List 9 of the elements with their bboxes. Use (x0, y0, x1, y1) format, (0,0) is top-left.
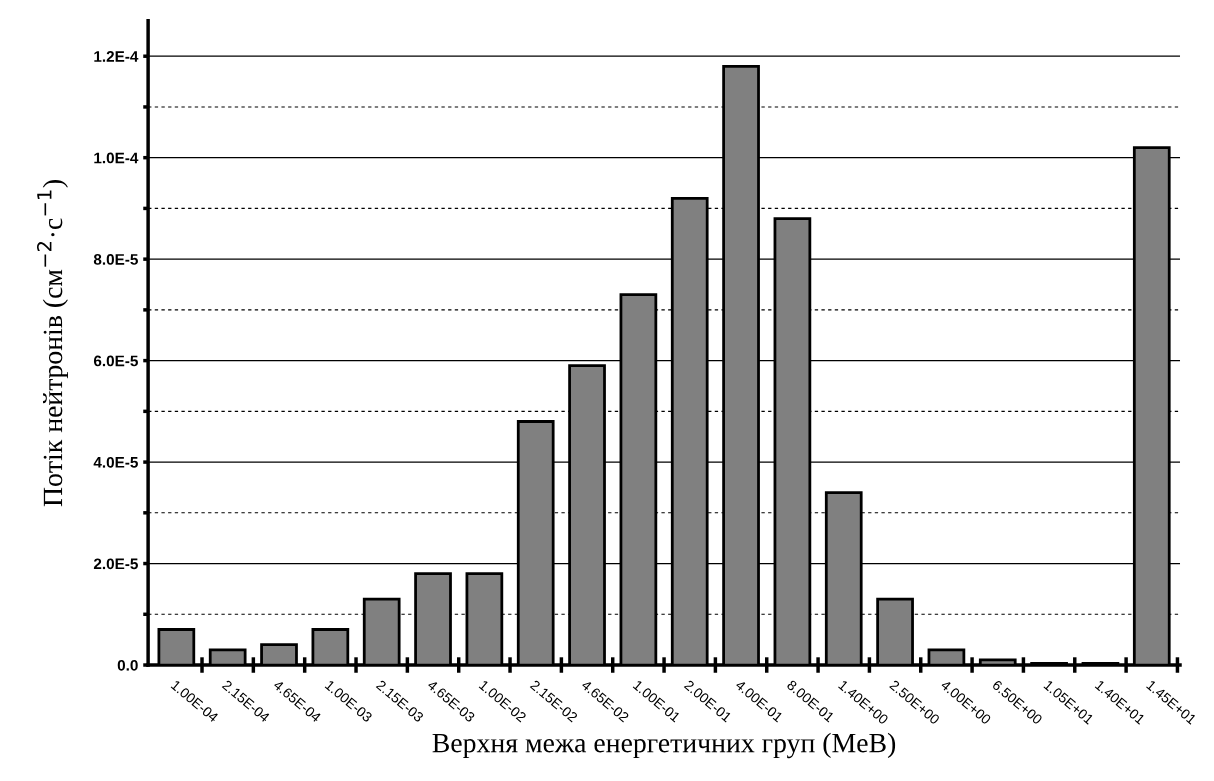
y-tick-label: 1.0E-4 (94, 152, 139, 164)
y-tick-label: 4.0E-5 (93, 456, 138, 468)
y-axis-title: Потік нейтронів (см$^{−2}$·с$^{−1}$) (36, 180, 68, 507)
y-tick-label: 8.0E-5 (93, 254, 138, 265)
x-axis-title: Верхня межа енергетичних груп (MeB) (432, 732, 896, 759)
y-tick-label: 6.0E-5 (93, 355, 138, 367)
y-tick-label: 1.2E-4 (94, 51, 139, 62)
y-tick-label: 2.0E-5 (93, 558, 138, 570)
y-tick-label: 0.0 (117, 659, 138, 671)
